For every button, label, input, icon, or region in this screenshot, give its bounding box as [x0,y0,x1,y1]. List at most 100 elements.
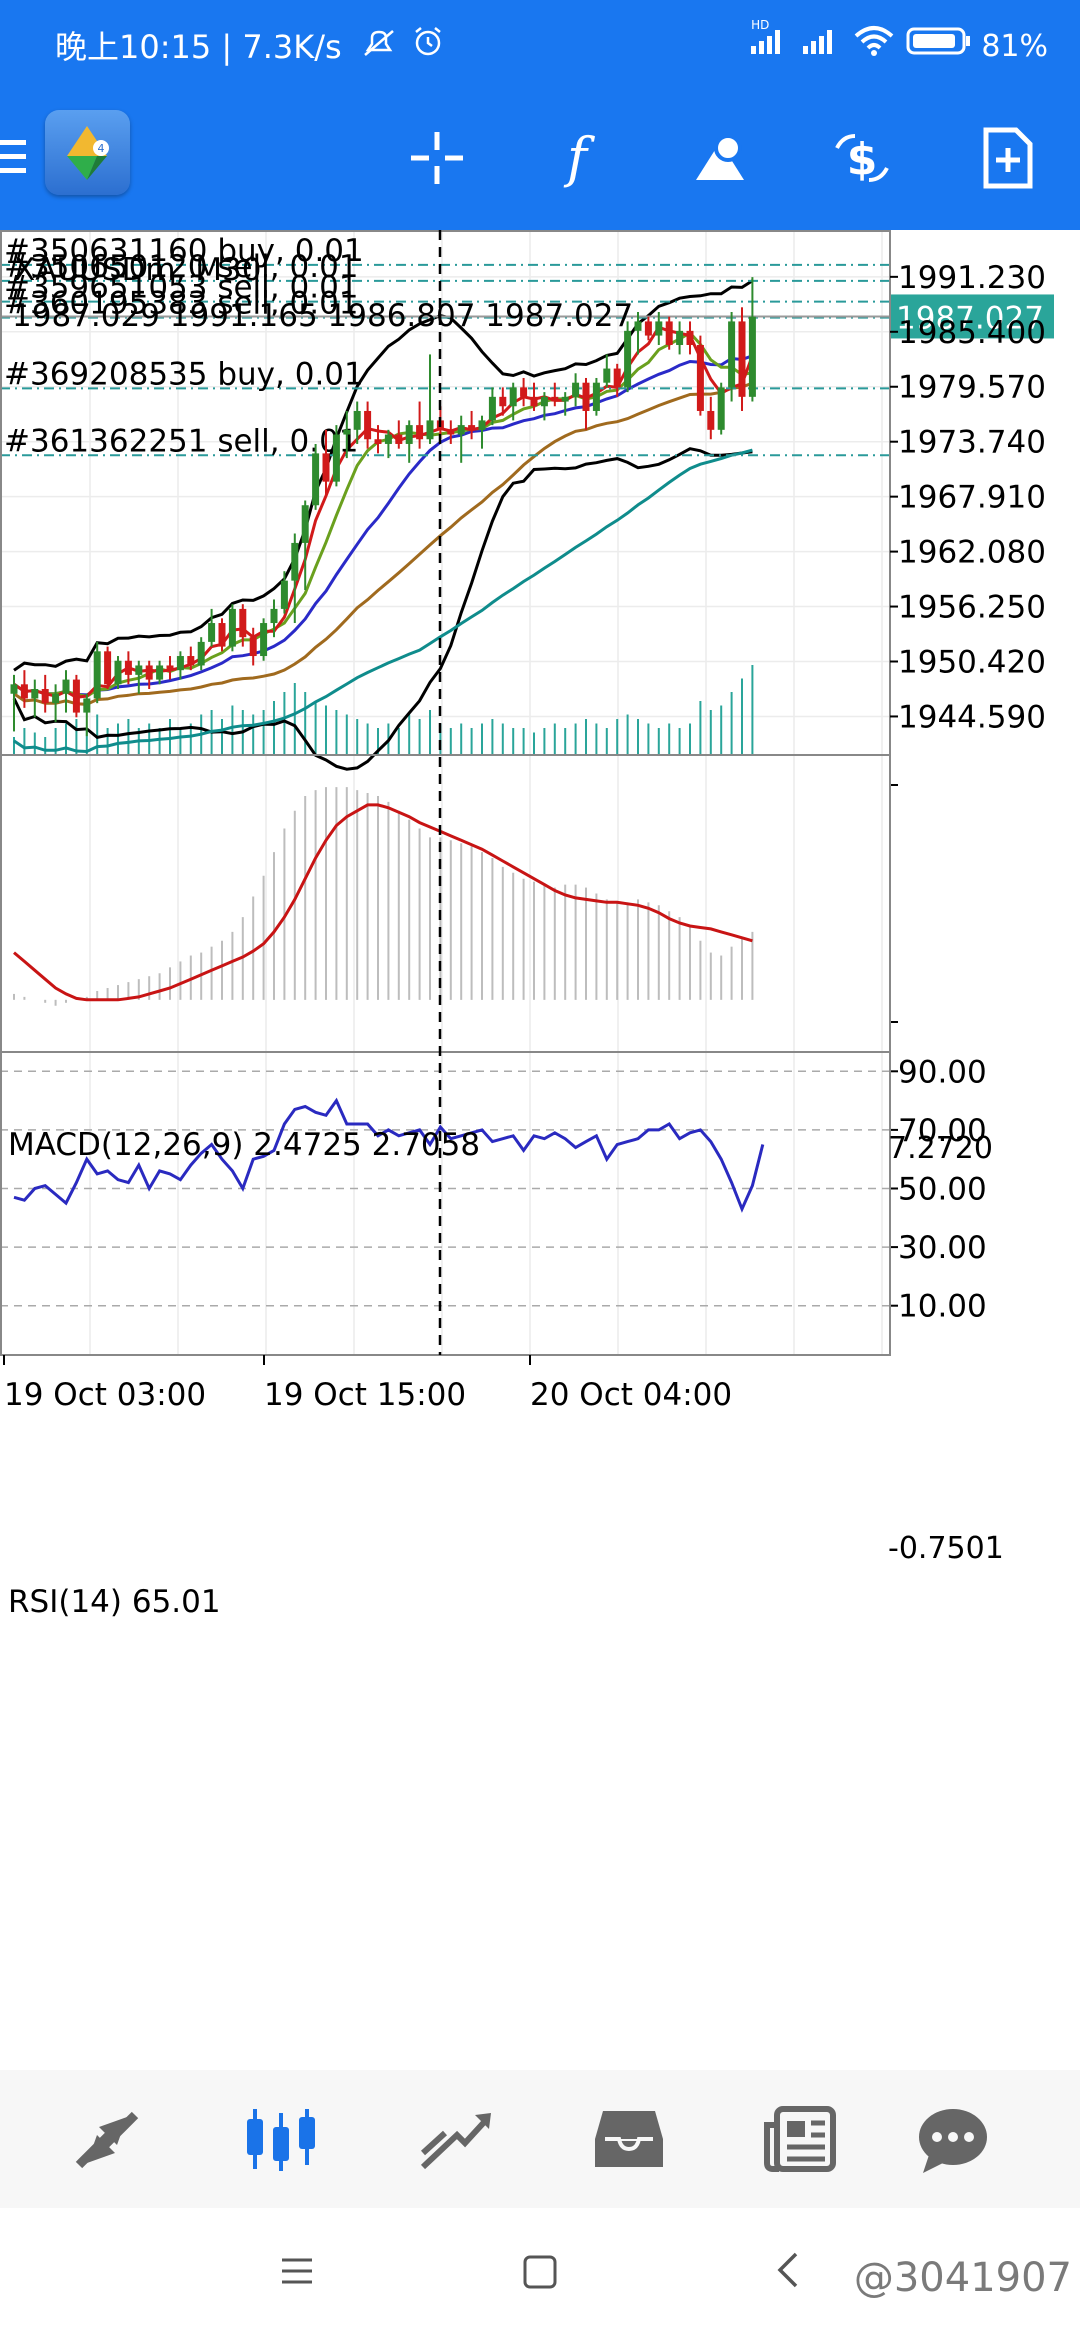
candle-body [520,387,528,397]
candle-body [291,542,299,581]
candle-body [135,665,143,675]
order-lines: #350631160 buy, 0.01#350650120 sell, 0.0… [0,233,1054,459]
candle-body [239,608,247,638]
candle-body [280,580,288,609]
current-price-text: 1987.027 [896,300,1044,336]
candle-body [31,689,39,699]
candle-body [218,623,226,647]
wifi-icon [852,26,906,64]
candle-body [551,396,559,402]
candle-body [322,453,330,482]
candle-body [582,382,590,411]
indicators-icon[interactable]: f [537,118,617,198]
order-label: #350631160 buy, 0.01 [4,233,364,269]
crosshair-icon[interactable] [397,118,477,198]
rsi-axis-label: 30.00 [898,1230,987,1266]
candle-body [93,651,101,699]
candle-body [509,387,517,407]
metatrader-logo[interactable]: 4 [45,110,130,195]
candle-body [634,321,642,331]
candle-body [332,434,340,482]
candle-body [717,387,725,430]
order-label: #350650120 sell, 0.01 [4,249,359,285]
price-axis-label: 1962.080 [898,535,1046,571]
back-icon[interactable] [772,2250,802,2290]
battery-percent: 81% [981,29,1048,64]
bollinger-upper [13,279,754,672]
candle-body [457,425,465,435]
price-axis-label: 1979.570 [898,370,1046,406]
candle-body [624,330,632,388]
chart-frame [0,230,891,1356]
hamburger-icon[interactable] [0,132,30,182]
price-axis-label: 1967.910 [898,480,1046,516]
chart-grid [0,230,890,1355]
candle-body [676,330,684,345]
candle-body [728,321,736,388]
news-icon[interactable] [756,2100,846,2180]
candle-body [530,396,538,407]
candle-body [499,396,507,407]
candle-body [395,434,403,444]
candle-body [686,330,694,345]
candle-body [644,321,652,336]
candle-body [104,651,112,685]
hd-badge: HD [751,18,770,32]
candle-body [156,665,164,680]
candle-body [197,641,205,666]
order-label: #359651053 sell, 0.01 [4,270,359,306]
messages-icon[interactable] [908,2100,998,2180]
trade-icon[interactable]: $ [822,118,902,198]
status-bar-left: 晚上10:15 | 7.3K/s [55,22,444,68]
candle-body [353,410,361,430]
candle-body [707,410,715,430]
system-nav-bar [0,2208,1080,2340]
price-chart[interactable]: #350631160 buy, 0.01#350650120 sell, 0.0… [0,230,1080,2070]
candle-body [301,505,309,543]
macd-label: MACD(12,26,9) 2.4725 2.7058 [8,1127,480,1163]
candle-body [738,321,746,397]
quotes-icon[interactable] [62,2100,152,2180]
candle-body [696,344,704,411]
home-icon[interactable] [522,2254,558,2290]
candle-body [540,396,548,407]
price-axis-label: 1973.740 [898,425,1046,461]
chart-border [0,230,891,1356]
macd-axis-top: 7.2720 [888,1131,993,1166]
candle-body [405,425,413,444]
candle-body [572,382,580,397]
candle-body [52,693,60,704]
bollinger-lower [12,447,753,771]
trade-nav-icon[interactable] [410,2100,500,2180]
svg-text:4: 4 [98,142,105,155]
chart-area[interactable]: #350631160 buy, 0.01 #350650120 sell, 0.0… [0,230,1080,2070]
candle-body [447,429,455,435]
candle-body [62,679,70,694]
rsi-panel: 90.00 70.00 50.00 30.00 10.00 [0,1054,987,1325]
menu-icon[interactable] [280,2254,314,2288]
candle-body [665,321,673,345]
candle-body [312,453,320,506]
price-axis-label: 1985.400 [898,315,1046,351]
candle-body [145,665,153,680]
candle-body [603,368,611,383]
order-label: #369208535 buy, 0.01 [4,356,364,392]
bottom-nav [0,2070,1080,2208]
symbol-label: XAUUSDm, M30 [14,252,261,288]
chart-icon[interactable] [236,2100,326,2180]
candle-body [488,396,496,421]
order-label: #361362251 sell, 0.01 [4,423,359,459]
candle-body [655,321,663,336]
candle-body [592,382,600,411]
chart-axes: 1991.230 1985.400 1979.570 1973.740 1967.910… [3,230,1046,1413]
candle-body [364,410,372,440]
objects-icon[interactable] [680,118,760,198]
new-order-icon[interactable] [968,118,1048,198]
candle-body [384,434,392,444]
candle-body [228,608,236,647]
history-icon[interactable] [584,2100,674,2180]
watermark: @3041907 [854,2255,1072,2301]
time-axis-label: 19 Oct 03:00 [4,1377,206,1413]
candle-body [426,420,434,440]
candle-body [343,429,351,435]
